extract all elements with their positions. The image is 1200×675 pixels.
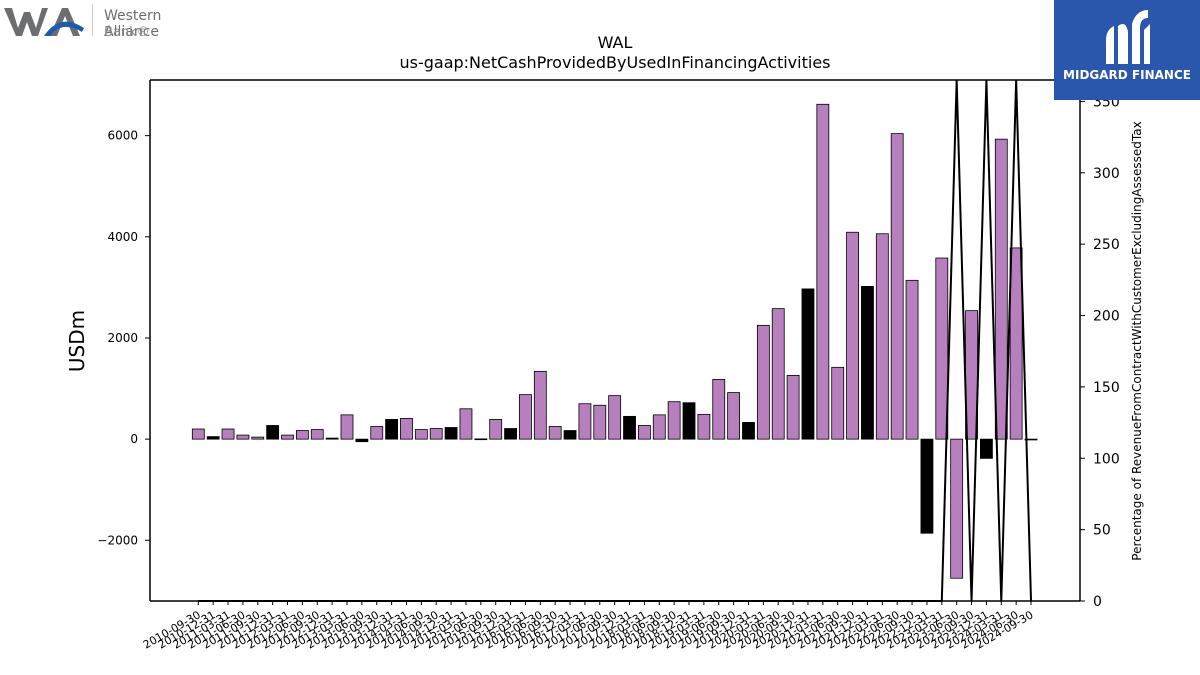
bar [504, 428, 517, 440]
bar [712, 379, 726, 440]
y-right-tick-label: 100 [1093, 451, 1120, 467]
bar [370, 426, 384, 440]
bar [191, 428, 205, 440]
bar [281, 434, 294, 440]
y-tick-label: 0 [130, 432, 138, 446]
x-ticks: 2010-09-302010-12-312011-03-312011-06-30… [141, 601, 1036, 652]
y-right-tick-label: 150 [1093, 380, 1120, 396]
bar [444, 427, 458, 440]
bar [756, 324, 770, 440]
y-tick-label: 4000 [107, 230, 138, 244]
bar [533, 370, 547, 440]
bar [742, 422, 755, 440]
bar [325, 437, 339, 440]
y-ticks-left: −2000 0 2000 4000 6000 [97, 129, 150, 547]
bars-layer [191, 103, 1038, 579]
bar [875, 233, 889, 440]
y-tick-label: 2000 [107, 331, 138, 345]
bar [548, 426, 562, 440]
bar [414, 429, 428, 440]
bar [905, 279, 919, 440]
bar [697, 413, 711, 440]
bar [474, 438, 488, 441]
logo-subname: Bank® [104, 25, 150, 40]
bar [816, 103, 830, 440]
y-right-tick-label: 200 [1093, 309, 1120, 325]
bar [593, 404, 607, 440]
y-tick-label: 6000 [107, 129, 138, 143]
bar [861, 285, 874, 440]
y-right-tick-label: 300 [1093, 166, 1120, 182]
chart-subtitle: us-gaap:NetCashProvidedByUsedInFinancing… [399, 53, 830, 72]
logo-name: Western Alliance [104, 8, 162, 40]
wa-monogram-icon [4, 8, 84, 36]
y-axis-label: USDm [65, 310, 89, 372]
bar [727, 392, 741, 440]
midgard-name: MIDGARD FINANCE [1063, 68, 1191, 82]
y-right-tick-label: 0 [1093, 594, 1102, 610]
bar [459, 408, 473, 440]
y-right-tick-label: 250 [1093, 237, 1120, 253]
bar [295, 430, 309, 440]
bar [429, 428, 443, 440]
bar [1009, 247, 1023, 440]
bar [638, 425, 651, 440]
bar [950, 438, 964, 579]
y-right-tick-label: 50 [1093, 523, 1111, 539]
bar [890, 133, 904, 440]
y-axis-right-label: Percentage of RevenueFromContractWithCus… [1130, 121, 1144, 560]
bar [236, 434, 250, 440]
bar [355, 438, 369, 443]
bar [935, 257, 949, 440]
midgard-finance-logo: MIDGARD FINANCE [1054, 0, 1200, 100]
western-alliance-logo: Western Alliance Bank® [4, 4, 219, 40]
bar [994, 138, 1008, 440]
chart-title: WAL [598, 33, 633, 52]
bar [310, 429, 324, 440]
bar [563, 430, 577, 440]
bar [385, 419, 399, 440]
y-tick-label: −2000 [97, 533, 138, 547]
bar [519, 394, 532, 440]
bar [682, 402, 696, 440]
bar [652, 414, 666, 440]
bar [251, 436, 265, 440]
bar [578, 403, 592, 440]
bar [920, 438, 934, 534]
bar [846, 231, 859, 440]
bar [221, 428, 235, 440]
bar [489, 419, 503, 440]
bar [266, 425, 280, 440]
bar [623, 415, 636, 440]
bar [400, 417, 413, 440]
bar [801, 288, 815, 440]
bar [771, 308, 785, 440]
bar [340, 414, 354, 440]
bar [831, 366, 845, 440]
bar [608, 395, 622, 440]
bar [206, 436, 220, 440]
bar [667, 401, 681, 440]
bar [786, 374, 800, 440]
midgard-monogram-icon [1106, 10, 1150, 64]
bar [1024, 438, 1038, 441]
bar [980, 438, 993, 459]
